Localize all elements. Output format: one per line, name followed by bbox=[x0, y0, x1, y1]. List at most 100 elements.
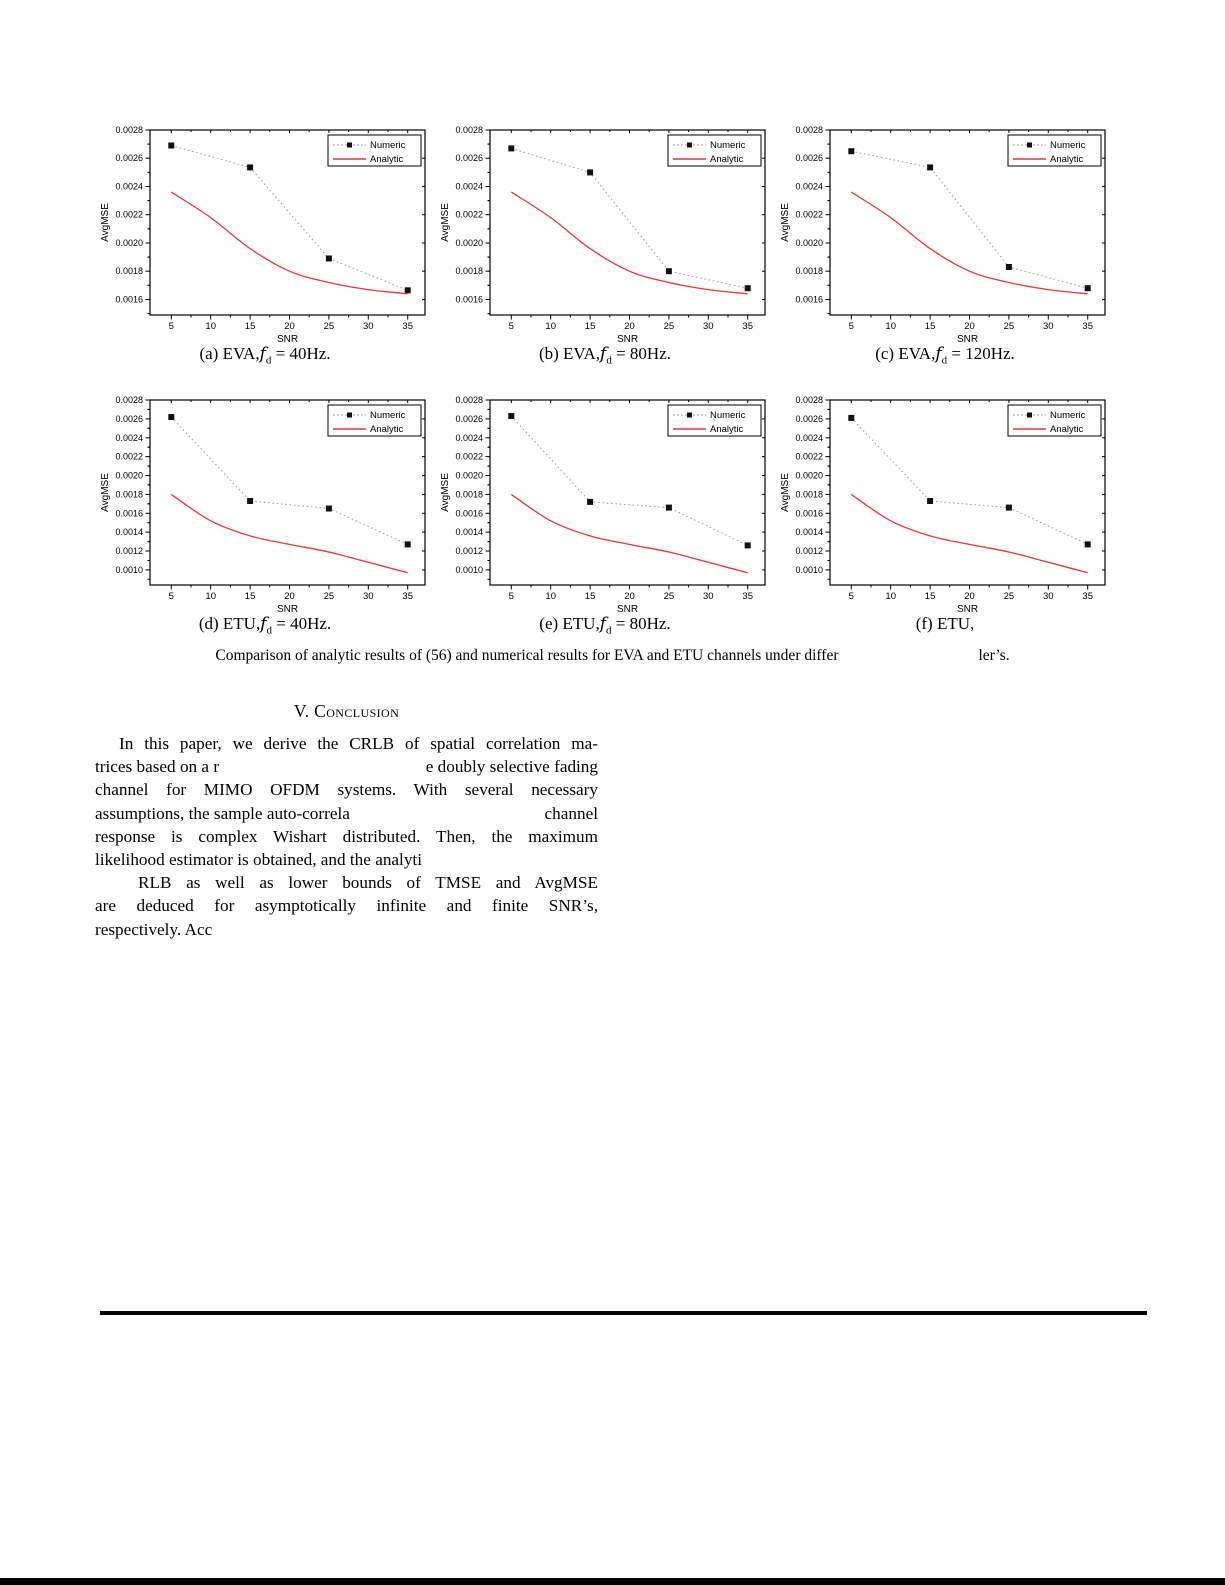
analytic-curve bbox=[850, 494, 1088, 574]
caption-suffix: = 40Hz. bbox=[271, 344, 331, 363]
x-tick-label: 10 bbox=[205, 321, 216, 332]
numeric-marker bbox=[247, 164, 254, 171]
x-tick-label: 20 bbox=[624, 321, 635, 332]
chart-canvas: 0.0016 0.0018 0.0020 0.0022 0.0024 0.0026 0.00… bbox=[100, 125, 426, 345]
x-tick-label: 10 bbox=[885, 591, 896, 602]
y-tick-label: 0.0028 bbox=[115, 125, 143, 135]
x-axis-label: SNR bbox=[957, 334, 978, 342]
body-text: response is complex Wishart distributed.… bbox=[95, 826, 598, 846]
chart-row-etu: 0.0010 0.0012 0.0014 0.0016 0.0018 0.0020 0.00… bbox=[95, 392, 1130, 641]
y-tick-label: 0.0016 bbox=[115, 295, 143, 305]
numeric-dotted-line bbox=[171, 145, 408, 291]
body-text: e doubly selective fading bbox=[425, 757, 598, 777]
numeric-marker bbox=[508, 145, 515, 152]
body-text: In this paper, we derive the CRLB of spa… bbox=[119, 734, 598, 753]
numeric-marker bbox=[247, 498, 254, 505]
y-tick-label: 0.0026 bbox=[795, 153, 823, 163]
numeric-marker bbox=[587, 499, 594, 506]
x-tick-label: 20 bbox=[964, 321, 975, 332]
y-tick-label: 0.0022 bbox=[795, 452, 823, 462]
x-tick-label: 30 bbox=[703, 321, 714, 332]
numeric-marker bbox=[1005, 264, 1012, 270]
y-tick-label: 0.0024 bbox=[795, 182, 823, 192]
y-tick-label: 0.0012 bbox=[115, 546, 143, 556]
y-tick-label: 0.0028 bbox=[455, 125, 483, 135]
legend-label-analytic: Analytic bbox=[1050, 424, 1084, 435]
numeric-marker bbox=[1084, 541, 1091, 548]
body-line: channel for MIMO OFDM systems. With seve… bbox=[95, 778, 598, 801]
x-tick-label: 15 bbox=[585, 591, 596, 602]
numeric-marker bbox=[848, 148, 855, 155]
y-tick-label: 0.0028 bbox=[795, 395, 823, 405]
x-tick-label: 5 bbox=[509, 321, 514, 332]
legend: Numeric Analytic bbox=[667, 134, 762, 167]
y-tick-label: 0.0018 bbox=[795, 266, 823, 276]
axis-ticks bbox=[825, 399, 1105, 590]
legend-label-numeric: Numeric bbox=[710, 410, 746, 421]
horizontal-rule bbox=[100, 1311, 1147, 1315]
y-tick-label: 0.0016 bbox=[795, 295, 823, 305]
y-tick-label: 0.0012 bbox=[795, 546, 823, 556]
x-tick-label: 30 bbox=[1043, 591, 1054, 602]
body-line: likelihood estimator is obtained, and th… bbox=[95, 848, 598, 871]
analytic-curve bbox=[510, 191, 748, 295]
chart-panel-etu-40: 0.0010 0.0012 0.0014 0.0016 0.0018 0.0020 0.00… bbox=[95, 392, 435, 641]
numeric-dotted-line bbox=[850, 417, 1088, 546]
body-text: trices based on a r bbox=[95, 757, 220, 777]
analytic-curve bbox=[850, 191, 1088, 295]
chart-canvas: 0.0016 0.0018 0.0020 0.0022 0.0024 0.0026 0.00… bbox=[440, 125, 766, 345]
x-tick-label: 30 bbox=[703, 591, 714, 602]
y-tick-label: 0.0020 bbox=[795, 471, 823, 481]
body-text: assumptions, the sample auto-correla bbox=[95, 803, 350, 823]
numeric-marker bbox=[325, 505, 332, 512]
legend-label-numeric: Numeric bbox=[1050, 410, 1086, 421]
chart-canvas: 0.0010 0.0012 0.0014 0.0016 0.0018 0.0020 0.00… bbox=[780, 395, 1106, 615]
caption-sub: d bbox=[606, 624, 612, 637]
x-tick-label: 20 bbox=[284, 591, 295, 602]
legend-label-numeric: Numeric bbox=[370, 140, 406, 151]
x-axis-label: SNR bbox=[617, 334, 638, 342]
x-tick-label: 10 bbox=[885, 321, 896, 332]
y-tick-label: 0.0014 bbox=[455, 527, 483, 537]
body-line: assumptions, the sample auto-correla chan… bbox=[95, 802, 598, 825]
caption-prefix: (f) ETU, bbox=[915, 614, 975, 634]
x-tick-label: 15 bbox=[245, 321, 256, 332]
y-tick-label: 0.0018 bbox=[455, 266, 483, 276]
y-tick-label: 0.0020 bbox=[795, 238, 823, 248]
chart-caption: (b) EVA,fd = 80Hz. bbox=[435, 343, 775, 371]
x-axis-label: SNR bbox=[957, 604, 978, 612]
y-tick-label: 0.0024 bbox=[795, 433, 823, 443]
x-tick-label: 30 bbox=[363, 321, 374, 332]
x-tick-label: 30 bbox=[363, 591, 374, 602]
y-tick-label: 0.0016 bbox=[455, 509, 483, 519]
x-tick-label: 5 bbox=[849, 321, 854, 332]
body-line: In this paper, we derive the CRLB of spa… bbox=[95, 732, 598, 755]
y-tick-label: 0.0020 bbox=[455, 471, 483, 481]
chart-panel-eva-80: 0.0016 0.0018 0.0020 0.0022 0.0024 0.0026 0.00… bbox=[435, 122, 775, 371]
x-tick-label: 20 bbox=[624, 591, 635, 602]
x-tick-label: 15 bbox=[245, 591, 256, 602]
x-tick-label: 5 bbox=[849, 591, 854, 602]
legend: Numeric Analytic bbox=[1007, 134, 1102, 167]
y-tick-label: 0.0022 bbox=[115, 210, 143, 220]
y-tick-label: 0.0024 bbox=[455, 182, 483, 192]
x-tick-label: 10 bbox=[545, 321, 556, 332]
chart-caption: (e) ETU,fd = 80Hz. bbox=[435, 613, 775, 641]
x-tick-label: 20 bbox=[964, 591, 975, 602]
x-tick-label: 35 bbox=[1082, 321, 1093, 332]
axis-ticks bbox=[485, 129, 765, 320]
y-tick-label: 0.0016 bbox=[115, 509, 143, 519]
chart-panel-etu-f: 0.0010 0.0012 0.0014 0.0016 0.0018 0.0020 0.00… bbox=[775, 392, 1115, 641]
caption-suffix: = 80Hz. bbox=[611, 614, 671, 634]
section-heading: V. Conclusion bbox=[293, 701, 400, 721]
legend-label-analytic: Analytic bbox=[710, 424, 744, 435]
chart-row-eva: 0.0016 0.0018 0.0020 0.0022 0.0024 0.0026 0.00… bbox=[95, 122, 1130, 371]
y-tick-label: 0.0010 bbox=[115, 565, 143, 575]
chart-caption: (f) ETU, bbox=[775, 613, 1115, 641]
numeric-marker bbox=[587, 169, 594, 176]
y-tick-label: 0.0014 bbox=[115, 527, 143, 537]
conclusion-section: V. Conclusion In this paper, we derive t… bbox=[95, 701, 598, 941]
body-text: channel for MIMO OFDM systems. With seve… bbox=[95, 780, 598, 800]
body-line: are deduced for asymptotically infinite … bbox=[95, 894, 598, 917]
